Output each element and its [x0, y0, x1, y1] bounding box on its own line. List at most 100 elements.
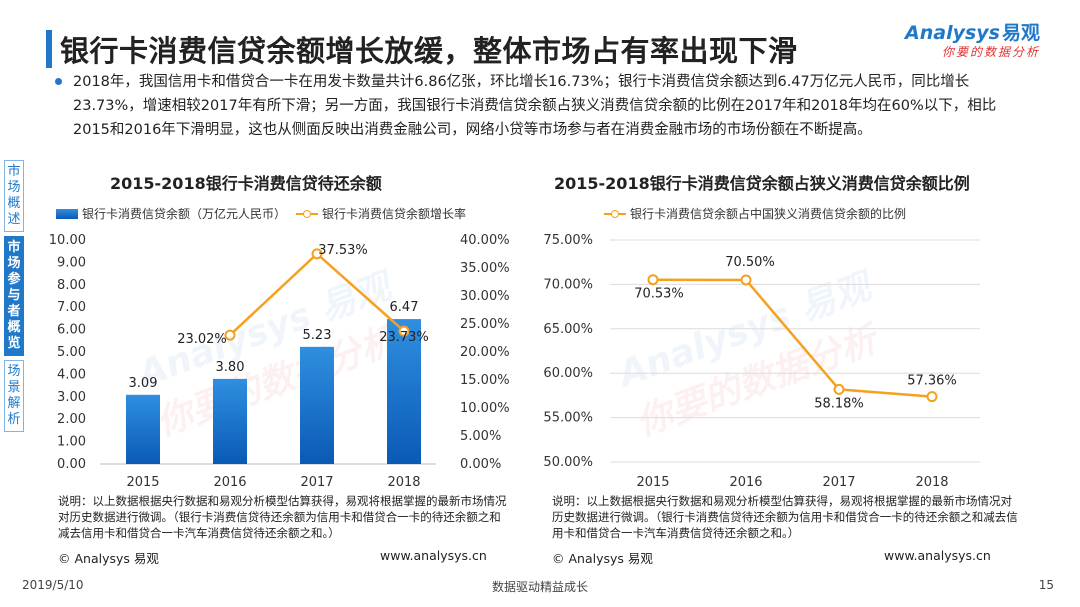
sidenav-char: 参	[7, 272, 21, 287]
right-axis-tick-label: 20.00%	[460, 345, 510, 360]
bar-data-label: 3.09	[129, 376, 158, 391]
x-tick-label: 2017	[822, 475, 855, 490]
left-axis-tick-label: 4.00	[57, 367, 86, 382]
bar-data-label: 6.47	[390, 300, 419, 315]
footer-slogan: 数据驱动精益成长	[491, 580, 588, 594]
x-tick-label: 2017	[300, 475, 333, 490]
right-chart-legend: 银行卡消费信贷余额占中国狭义消费信贷余额的比例	[604, 205, 906, 222]
left-chart-url[interactable]: www.analysys.cn	[380, 548, 487, 563]
ratio-label: 58.18%	[814, 396, 864, 411]
page-number: 15	[1038, 578, 1054, 592]
sidenav-char: 概	[7, 196, 21, 211]
bar	[300, 346, 334, 464]
left-axis-tick-label: 8.00	[57, 278, 86, 293]
right-axis-tick-label: 15.00%	[460, 373, 510, 388]
left-axis-tick-label: 6.00	[57, 323, 86, 338]
growth-rate-point	[311, 248, 323, 260]
ratio-line	[652, 278, 933, 398]
y-tick-label: 65.00%	[543, 322, 593, 337]
growth-rate-point	[398, 325, 410, 337]
left-axis-tick-label: 9.00	[57, 255, 86, 270]
logo-wordmark: Analysys 易观	[905, 18, 1040, 45]
legend-bar-label: 银行卡消费信贷余额（万亿元人民币）	[82, 207, 287, 221]
bar-data-label: 5.23	[303, 328, 332, 343]
ratio-label: 70.53%	[634, 287, 684, 302]
footer-date: 2019/5/10	[22, 578, 84, 592]
left-axis-tick-label: 5.00	[57, 345, 86, 360]
y-tick-label: 70.00%	[543, 277, 593, 292]
left-axis-tick-label: 10.00	[49, 233, 86, 248]
ratio-point	[926, 391, 938, 403]
right-axis-tick-label: 40.00%	[460, 233, 510, 248]
ratio-point	[740, 274, 752, 286]
sidenav-char: 场	[7, 256, 21, 271]
left-axis-tick-label: 0.00	[57, 457, 86, 472]
right-axis-tick-label: 30.00%	[460, 289, 510, 304]
ratio-point	[833, 383, 845, 395]
x-tick-label: 2016	[213, 475, 246, 490]
left-chart-legend: 银行卡消费信贷余额（万亿元人民币） 银行卡消费信贷余额增长率	[56, 205, 466, 222]
sidenav-char: 概	[7, 320, 21, 335]
legend-line-swatch	[296, 209, 319, 219]
brand-logo: Analysys 易观 你要的数据分析	[905, 18, 1040, 60]
growth-rate-point	[224, 329, 236, 341]
ratio-point	[647, 274, 659, 286]
x-tick-label: 2018	[387, 475, 420, 490]
x-tick-label: 2018	[915, 475, 948, 490]
sidenav-char: 场	[7, 180, 21, 195]
growth-rate-label: 23.73%	[379, 330, 429, 345]
growth-rate-label: 23.02%	[177, 332, 227, 347]
left-chart-title: 2015-2018银行卡消费信贷待还余额	[110, 174, 382, 193]
x-tick-label: 2016	[729, 475, 762, 490]
sidenav-item-overview[interactable]: 市场概述	[4, 160, 24, 232]
left-axis-tick-label: 1.00	[57, 435, 86, 450]
bar	[387, 319, 421, 464]
summary-text: 2018年，我国信用卡和借贷合一卡在用发卡数量共计6.86亿张，环比增长16.7…	[73, 74, 997, 138]
page-title: 银行卡消费信贷余额增长放缓，整体市场占有率出现下滑	[60, 34, 798, 68]
right-chart-url[interactable]: www.analysys.cn	[884, 548, 991, 563]
right-chart-source: © Analysys 易观	[552, 551, 653, 566]
right-axis-tick-label: 10.00%	[460, 401, 510, 416]
x-tick-label: 2015	[636, 475, 669, 490]
y-tick-label: 60.00%	[543, 366, 593, 381]
right-chart-note: 说明：以上数据根据央行数据和易观分析模型估算获得，易观将根据掌握的最新市场情况对…	[552, 494, 1018, 540]
logo-slogan: 你要的数据分析	[941, 45, 1040, 59]
left-chart-note: 说明：以上数据根据央行数据和易观分析模型估算获得，易观将根据掌握的最新市场情况对…	[58, 494, 507, 540]
sidenav-char: 与	[7, 288, 21, 303]
sidenav-char: 述	[7, 212, 21, 227]
growth-rate-label: 37.53%	[318, 243, 368, 258]
right-axis-tick-label: 35.00%	[460, 261, 510, 276]
bar	[213, 378, 247, 464]
right-chart-title: 2015-2018银行卡消费信贷余额占狭义消费信贷余额比例	[554, 174, 970, 193]
sidenav-char: 场	[7, 364, 21, 379]
sidenav-item-scenarios[interactable]: 场景解析	[4, 360, 24, 432]
right-axis-tick-label: 25.00%	[460, 317, 510, 332]
legend-bar-swatch	[56, 208, 78, 219]
sidenav-char: 市	[7, 240, 21, 255]
side-nav: 市场概述 市场参与者概览 场景解析	[4, 160, 26, 436]
bar	[126, 394, 160, 464]
left-axis-tick-label: 7.00	[57, 300, 86, 315]
right-axis-tick-label: 0.00%	[460, 457, 501, 472]
right-axis-tick-label: 5.00%	[460, 429, 501, 444]
x-tick-label: 2015	[126, 475, 159, 490]
left-axis-tick-label: 2.00	[57, 412, 86, 427]
title-accent-bar	[46, 30, 52, 68]
ratio-label: 57.36%	[907, 374, 957, 389]
y-tick-label: 55.00%	[543, 411, 593, 426]
y-tick-label: 50.00%	[543, 455, 593, 470]
bullet-dot-icon	[55, 78, 62, 85]
sidenav-char: 市	[7, 164, 21, 179]
legend-line-label: 银行卡消费信贷余额占中国狭义消费信贷余额的比例	[630, 207, 907, 221]
logo-brand-en: Analysys	[905, 22, 1000, 44]
sidenav-item-participants[interactable]: 市场参与者概览	[4, 236, 24, 356]
bar-data-label: 3.80	[216, 360, 245, 375]
sidenav-char: 者	[7, 304, 21, 319]
sidenav-char: 解	[7, 396, 21, 411]
y-tick-label: 75.00%	[543, 233, 593, 248]
left-axis-tick-label: 3.00	[57, 390, 86, 405]
sidenav-char: 景	[7, 380, 21, 395]
sidenav-char: 览	[7, 336, 21, 351]
